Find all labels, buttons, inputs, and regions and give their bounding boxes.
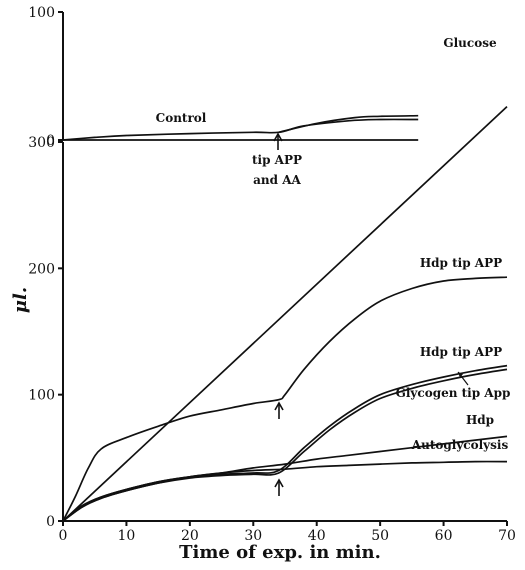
arrow-upper-icon-head [274,401,284,411]
series-line [62,276,508,522]
y-tick-label: 300 [28,135,55,151]
leader-arrowhead [458,372,463,378]
x-tick-label: 10 [118,528,136,544]
x-tick-label: 30 [244,528,262,544]
series-line [62,435,508,522]
tip-app-label: tip APP [252,153,302,167]
top-series-line [278,114,419,134]
x-tick-label: 20 [181,528,199,544]
y-tick-label: 200 [28,261,55,277]
x-tick-label: 60 [435,528,453,544]
top-plot-area: 100 0 [28,5,419,149]
y-tick-label: 0 [46,514,55,530]
curve-label: Hdp tip APP [420,256,502,270]
top-series-line [62,118,419,141]
curve-label: Glycogen tip App [396,386,511,400]
series-line [62,460,508,522]
arrow-lower-icon-head [274,478,284,488]
control-label: Control [156,111,207,125]
series-line [62,106,508,522]
y-axis-title: μl. [10,287,31,313]
curve-label: Autoglycolysis [411,438,509,452]
x-axis-title: Time of exp. in min. [179,542,381,563]
top-y-tick-label: 100 [28,5,55,21]
x-tick-label: 0 [59,528,68,544]
curve-label: Glucose [443,36,497,50]
y-tick-label: 100 [28,388,55,404]
curve-label: Hdp [466,413,494,427]
main-plot-area: 0 10 20 30 40 50 60 70 0 100 200 300 Time of exp. in… [10,106,516,563]
top-y-tick-label: 0 [46,133,55,149]
and-aa-label: and AA [253,173,301,187]
x-tick-label: 70 [498,528,516,544]
curve-label: Hdp tip APP [420,345,502,359]
x-tick-label: 40 [308,528,326,544]
chart-labels: Glucose Hdp tip APP Hdp tip APP Glycogen ti… [156,36,511,496]
top-arrow-icon-head [273,132,283,142]
x-tick-label: 50 [371,528,389,544]
